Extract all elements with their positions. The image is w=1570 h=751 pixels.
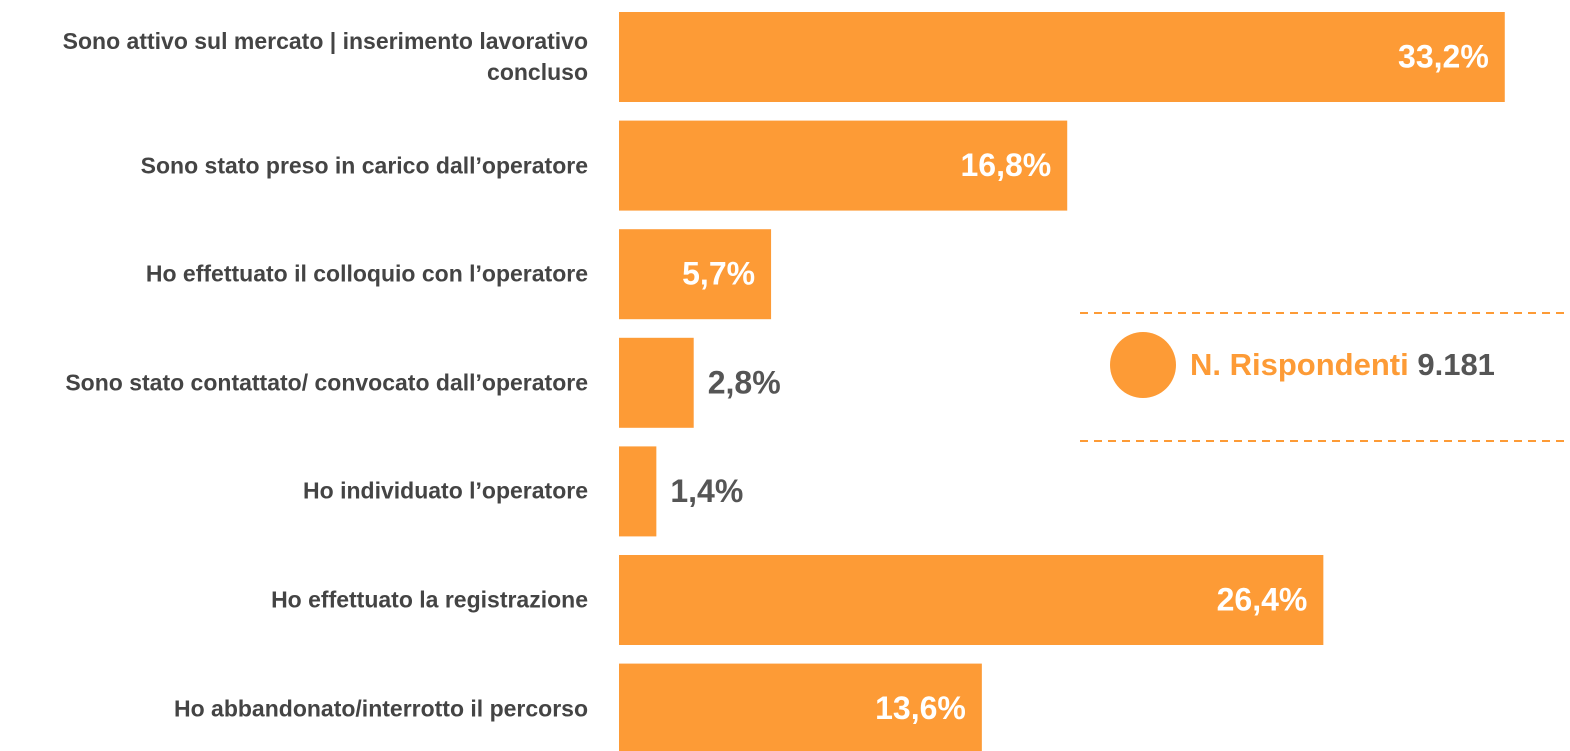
bar xyxy=(619,12,1505,102)
category-label: Ho abbandonato/interrotto il percorso xyxy=(173,695,588,722)
annotation-label: N. Rispondenti 9.181 xyxy=(1190,347,1495,382)
value-label: 1,4% xyxy=(670,473,743,509)
value-label: 2,8% xyxy=(708,364,781,400)
bar xyxy=(619,663,982,751)
category-label: Sono attivo sul mercato | inserimento la… xyxy=(62,28,588,85)
value-label: 5,7% xyxy=(682,256,755,292)
value-label: 26,4% xyxy=(1217,581,1308,617)
bar xyxy=(619,337,694,428)
bar xyxy=(619,120,1068,211)
category-label: Ho individuato l’operatore xyxy=(303,477,588,504)
bar xyxy=(619,555,1324,645)
value-label: 33,2% xyxy=(1398,38,1489,74)
annotation-value: 9.181 xyxy=(1417,347,1495,382)
value-label: 16,8% xyxy=(960,147,1051,183)
category-label: Ho effettuato la registrazione xyxy=(271,586,588,613)
bar xyxy=(619,446,657,537)
annotation-dot xyxy=(1110,332,1176,398)
category-label: Sono stato contattato/ convocato dall’op… xyxy=(65,369,588,396)
category-label: Sono stato preso in carico dall’operator… xyxy=(140,152,588,179)
value-label: 13,6% xyxy=(875,690,966,726)
category-label: Ho effettuato il colloquio con l’operato… xyxy=(145,260,588,287)
bar xyxy=(619,229,772,320)
annotation-label-text: N. Rispondenti xyxy=(1190,347,1409,382)
